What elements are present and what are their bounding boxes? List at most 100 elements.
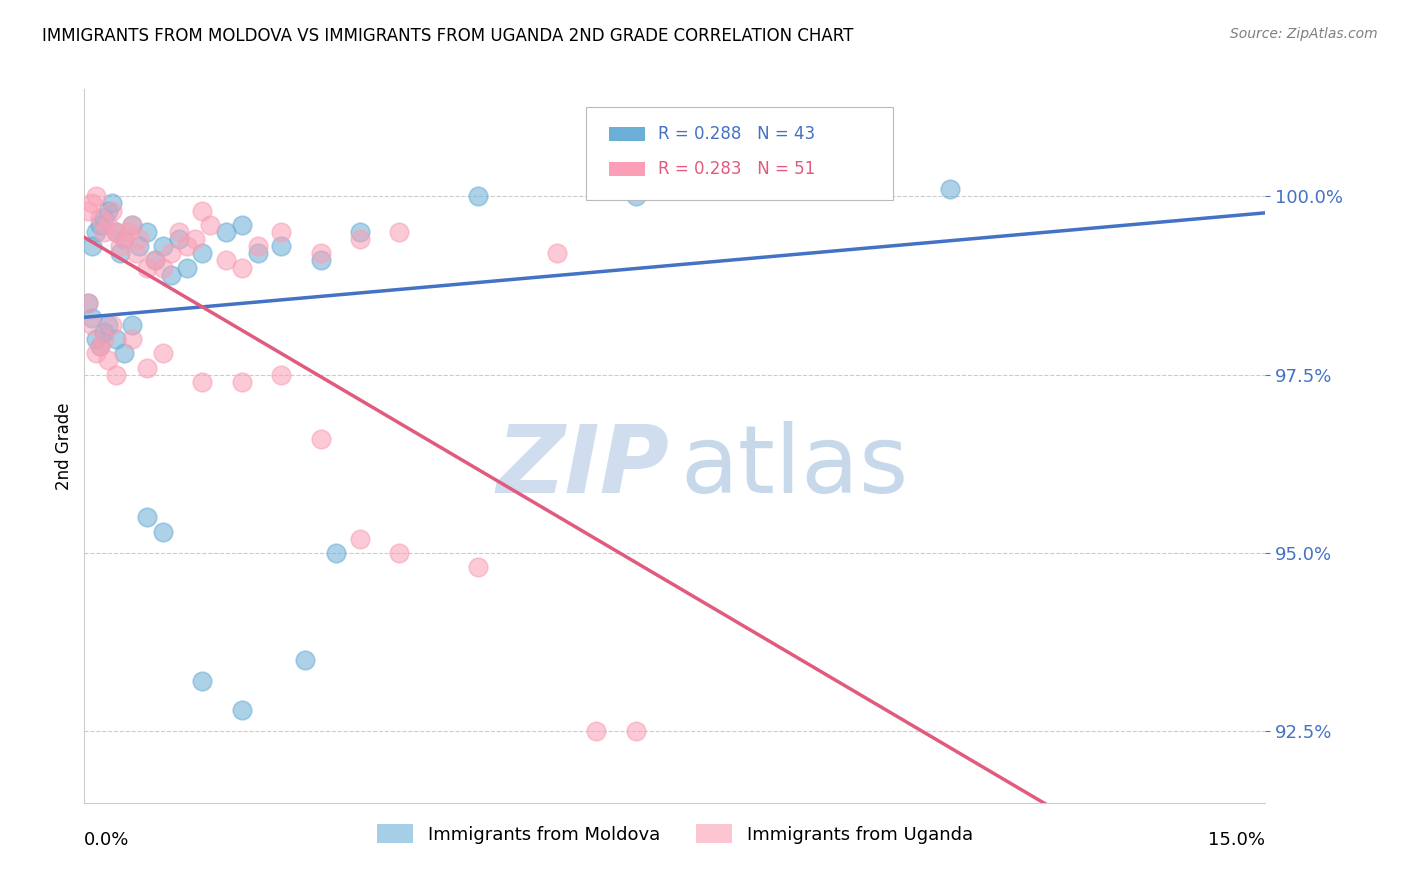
Point xyxy=(97,318,120,332)
Point xyxy=(152,239,174,253)
Point xyxy=(246,246,269,260)
Point xyxy=(84,346,107,360)
Point xyxy=(270,368,292,382)
Point xyxy=(246,239,269,253)
Point xyxy=(89,339,111,353)
FancyBboxPatch shape xyxy=(609,162,645,177)
Point xyxy=(101,196,124,211)
Text: ZIP: ZIP xyxy=(496,421,669,514)
Point xyxy=(176,260,198,275)
Point xyxy=(467,560,489,574)
Point xyxy=(191,674,214,689)
Point xyxy=(152,346,174,360)
Point xyxy=(270,225,292,239)
Point xyxy=(388,546,411,560)
Point xyxy=(388,225,411,239)
Point xyxy=(231,260,253,275)
Point xyxy=(200,218,222,232)
Point xyxy=(121,218,143,232)
Point xyxy=(231,218,253,232)
Text: 0.0%: 0.0% xyxy=(84,831,129,849)
Point xyxy=(270,239,292,253)
Text: 15.0%: 15.0% xyxy=(1208,831,1265,849)
Point xyxy=(939,182,962,196)
Point xyxy=(624,189,647,203)
Point xyxy=(128,232,150,246)
FancyBboxPatch shape xyxy=(609,127,645,141)
Point xyxy=(101,203,124,218)
Point xyxy=(112,232,135,246)
Point xyxy=(136,510,159,524)
Point xyxy=(467,189,489,203)
Point xyxy=(97,218,120,232)
Point xyxy=(104,225,127,239)
Point xyxy=(585,182,607,196)
Point xyxy=(89,339,111,353)
Point xyxy=(121,318,143,332)
Point xyxy=(128,239,150,253)
Point xyxy=(121,332,143,346)
Text: IMMIGRANTS FROM MOLDOVA VS IMMIGRANTS FROM UGANDA 2ND GRADE CORRELATION CHART: IMMIGRANTS FROM MOLDOVA VS IMMIGRANTS FR… xyxy=(42,27,853,45)
Point xyxy=(152,260,174,275)
Point xyxy=(231,703,253,717)
Point xyxy=(104,332,127,346)
Point xyxy=(191,246,214,260)
Point xyxy=(143,253,166,268)
Point xyxy=(84,332,107,346)
Point xyxy=(136,225,159,239)
Point xyxy=(121,218,143,232)
Point xyxy=(136,260,159,275)
Point xyxy=(77,296,100,310)
Point xyxy=(294,653,316,667)
Point xyxy=(167,232,190,246)
Point xyxy=(93,332,115,346)
Point xyxy=(349,225,371,239)
Point xyxy=(349,232,371,246)
Point xyxy=(104,225,127,239)
Legend: Immigrants from Moldova, Immigrants from Uganda: Immigrants from Moldova, Immigrants from… xyxy=(370,817,980,851)
Point xyxy=(167,225,190,239)
Point xyxy=(101,318,124,332)
Point xyxy=(309,246,332,260)
Text: atlas: atlas xyxy=(681,421,910,514)
FancyBboxPatch shape xyxy=(586,107,893,200)
Point xyxy=(77,203,100,218)
Point xyxy=(108,246,131,260)
Point xyxy=(160,268,183,282)
Point xyxy=(325,546,347,560)
Point xyxy=(191,375,214,389)
Point xyxy=(143,253,166,268)
Y-axis label: 2nd Grade: 2nd Grade xyxy=(55,402,73,490)
Point xyxy=(117,225,139,239)
Point xyxy=(84,225,107,239)
Point xyxy=(112,346,135,360)
Point xyxy=(215,253,238,268)
Point xyxy=(191,203,214,218)
Point xyxy=(585,724,607,739)
Point xyxy=(624,724,647,739)
Point xyxy=(136,360,159,375)
Point xyxy=(82,196,104,211)
Point xyxy=(89,211,111,225)
Point xyxy=(77,296,100,310)
Point xyxy=(82,318,104,332)
Point xyxy=(183,232,205,246)
Point xyxy=(97,353,120,368)
Point xyxy=(82,239,104,253)
Point xyxy=(124,246,146,260)
Point xyxy=(97,203,120,218)
Point xyxy=(112,232,135,246)
Point xyxy=(349,532,371,546)
Point xyxy=(93,225,115,239)
Text: R = 0.283   N = 51: R = 0.283 N = 51 xyxy=(658,161,815,178)
Point xyxy=(108,239,131,253)
Point xyxy=(215,225,238,239)
Text: Source: ZipAtlas.com: Source: ZipAtlas.com xyxy=(1230,27,1378,41)
Point xyxy=(104,368,127,382)
Point xyxy=(309,432,332,446)
Text: R = 0.288   N = 43: R = 0.288 N = 43 xyxy=(658,125,815,143)
Point xyxy=(84,189,107,203)
Point xyxy=(93,211,115,225)
Point xyxy=(231,375,253,389)
Point xyxy=(160,246,183,260)
